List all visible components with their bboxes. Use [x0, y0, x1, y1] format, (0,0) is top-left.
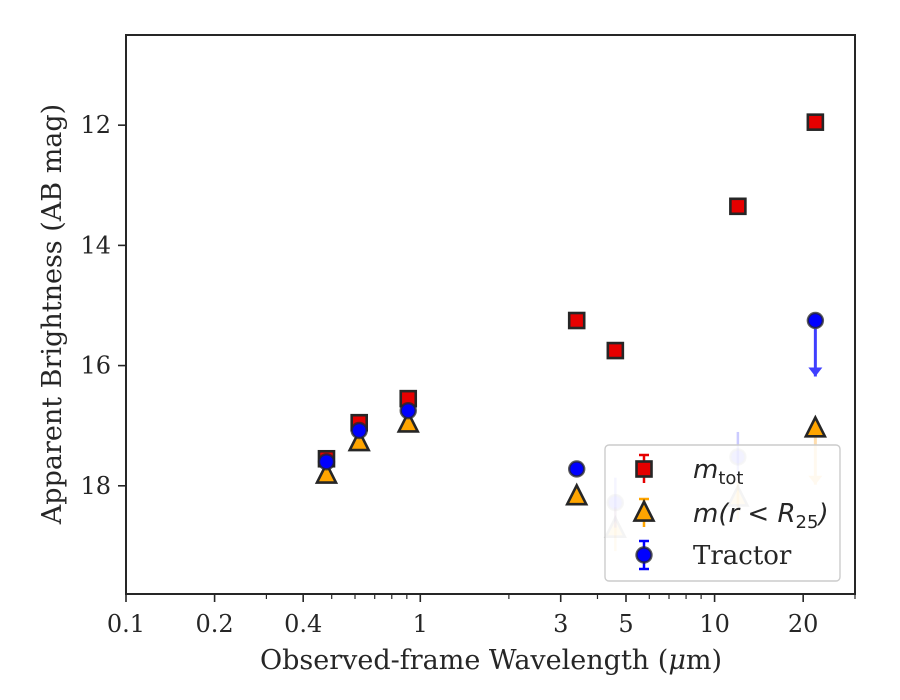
legend-label-mtot: mtot [693, 455, 743, 489]
circle-marker [350, 421, 368, 440]
square-marker [606, 341, 625, 360]
x-tick-label: 10 [699, 610, 730, 638]
x-axis-label-prefix: Observed-frame Wavelength ( [260, 645, 668, 676]
legend-triangle-marker [632, 498, 656, 522]
y-axis-label: Apparent Brightness (AB mag) [37, 104, 68, 525]
legend-label-mr25-main: m(r < R [693, 499, 796, 529]
legend-label-tractor: Tractor [693, 541, 792, 571]
x-tick-label: 5 [618, 610, 633, 638]
triangle-marker [314, 460, 339, 484]
legend-label-mtot-sub: tot [718, 468, 743, 489]
y-tick-label: 14 [80, 231, 111, 259]
square-marker [806, 113, 825, 131]
triangle-marker [396, 409, 420, 433]
square-marker [567, 311, 586, 330]
y-tick-label: 16 [80, 352, 111, 380]
x-tick-label: 0.1 [107, 610, 145, 638]
circle-marker [317, 453, 336, 471]
x-axis-ticks: 0.1 0.2 0.4 1 3 5 10 20 [107, 594, 856, 638]
circle-marker [806, 311, 825, 330]
x-tick-label: 1 [413, 610, 428, 638]
legend-circle-marker [635, 546, 653, 564]
x-axis-label-suffix: m) [686, 645, 722, 676]
y-axis-ticks: 12 14 16 18 [80, 111, 126, 500]
square-marker [729, 197, 747, 216]
legend-square-marker [635, 460, 653, 478]
triangle-marker [803, 414, 827, 438]
legend-box [604, 444, 841, 582]
upper-limit-arrow-head [808, 367, 823, 377]
y-tick-label: 18 [80, 472, 111, 500]
legend-label-mr25: m(r < R25) [693, 499, 829, 533]
legend: mtot m(r < R25) Tractor [604, 444, 841, 582]
circle-marker [568, 460, 586, 478]
circle-marker [399, 401, 417, 420]
x-tick-label: 20 [788, 610, 819, 638]
x-tick-label: 0.4 [284, 610, 322, 638]
legend-label-mtot-main: m [693, 455, 718, 485]
legend-label-mr25-close: ) [816, 499, 828, 529]
legend-label-mr25-sub: 25 [796, 512, 819, 533]
circle-upper-limit-arrow [808, 328, 823, 377]
y-tick-label: 12 [80, 111, 111, 139]
x-axis-label: Observed-frame Wavelength (μm) [260, 645, 722, 676]
triangle-marker [565, 482, 589, 506]
plot-area-border [125, 34, 856, 595]
triangle-marker [347, 428, 371, 452]
x-axis-label-mu: μ [668, 645, 686, 676]
x-tick-label: 3 [553, 610, 568, 638]
x-tick-label: 0.2 [196, 610, 234, 638]
plot-frame [125, 34, 856, 595]
